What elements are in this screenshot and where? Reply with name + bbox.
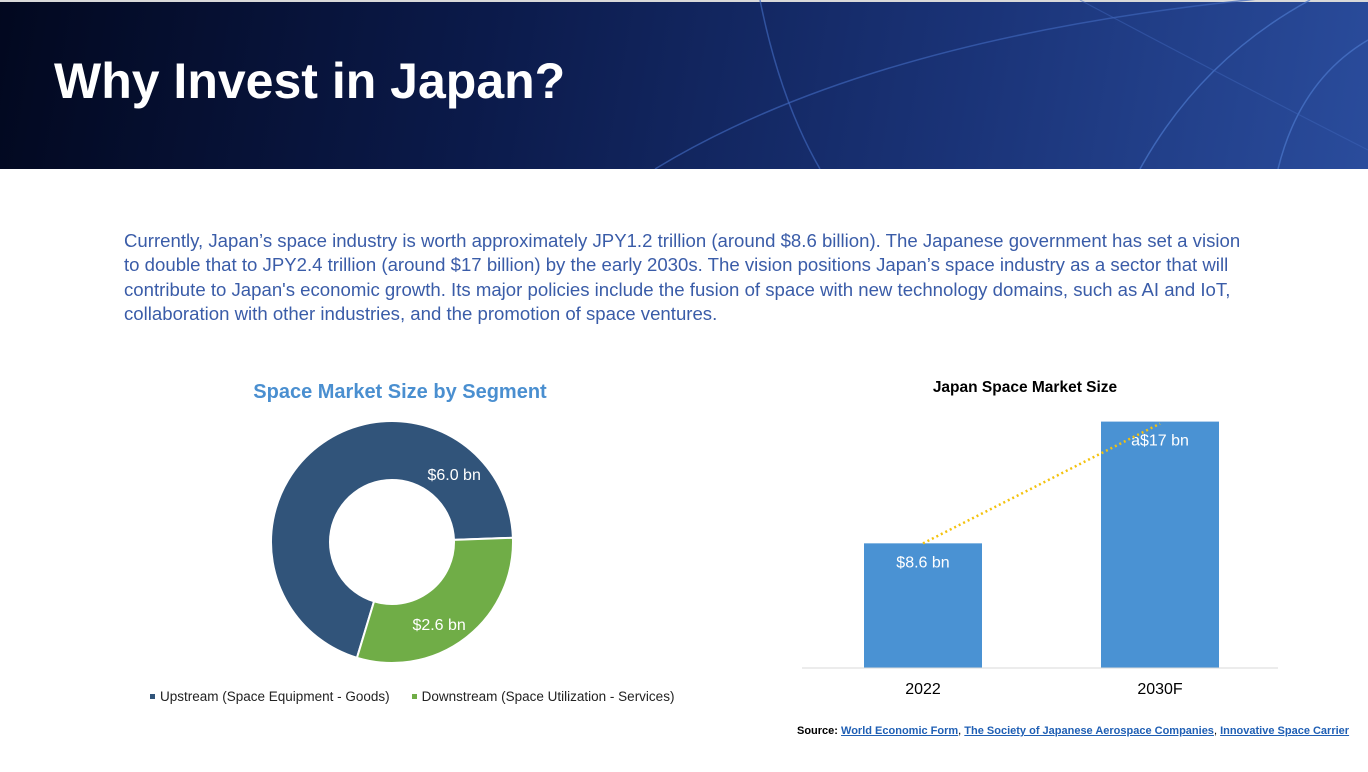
donut-legend: Upstream (Space Equipment - Goods) Downs… (150, 689, 674, 704)
legend-item-upstream: Upstream (Space Equipment - Goods) (150, 689, 390, 704)
header-arc (1277, 39, 1368, 169)
trendline (922, 422, 1161, 545)
source-label: Source: (797, 725, 838, 737)
legend-label-downstream: Downstream (Space Utilization - Services… (421, 689, 675, 704)
header-arc (654, 0, 1257, 169)
donut-label-downstream: $2.6 bn (412, 617, 465, 634)
legend-swatch-downstream (411, 694, 417, 699)
donut-chart: $6.0 bn $2.6 bn (270, 420, 514, 664)
x-tick-2022: 2022 (905, 681, 941, 698)
legend-label-upstream: Upstream (Space Equipment - Goods) (160, 689, 390, 704)
header-top-line (0, 0, 1368, 2)
header-banner: Why Invest in Japan? (0, 0, 1368, 169)
source-link-isc[interactable]: Innovative Space Carrier (1220, 725, 1350, 737)
slide-title: Why Invest in Japan? (54, 53, 566, 109)
header-arc (1139, 0, 1311, 169)
intro-paragraph: Currently, Japan’s space industry is wor… (124, 230, 1241, 324)
x-tick-2030f: 2030F (1137, 681, 1183, 698)
header-arc (759, 0, 821, 169)
source-link-wef[interactable]: World Economic Form (841, 725, 959, 737)
donut-label-upstream: $6.0 bn (427, 467, 480, 484)
donut-slice-upstream (270, 420, 514, 660)
header-decorative-arcs (654, 0, 1368, 169)
legend-item-downstream: Downstream (Space Utilization - Services… (411, 689, 675, 704)
legend-swatch-upstream (150, 694, 155, 699)
donut-chart-title: Space Market Size by Segment (253, 381, 547, 403)
bar-label-2022: $8.6 bn (896, 554, 949, 571)
source-line: Source: World Economic Form, The Society… (797, 725, 1349, 737)
bar-chart-title: Japan Space Market Size (932, 379, 1118, 396)
source-separator: , (958, 725, 962, 737)
bar-2022 (864, 543, 982, 668)
bar-label-2030f: a$17 bn (1131, 433, 1189, 450)
donut-slice-downstream (355, 536, 514, 664)
bar-2030f (1101, 421, 1219, 668)
source-separator: , (1213, 725, 1217, 737)
source-link-sjac[interactable]: The Society of Japanese Aerospace Compan… (964, 725, 1214, 737)
header-arc (1079, 0, 1368, 151)
bar-chart: $8.6 bn 2022 a$17 bn 2030F (802, 421, 1278, 698)
